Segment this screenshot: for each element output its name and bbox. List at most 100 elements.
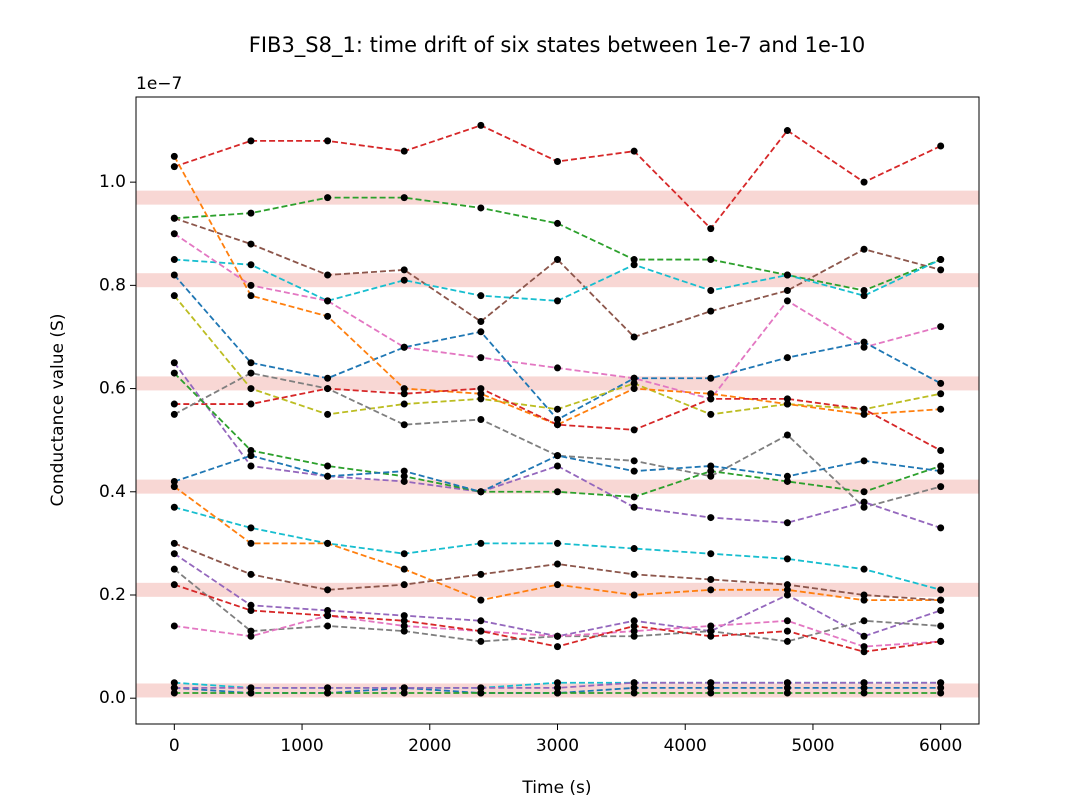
data-point (247, 684, 255, 692)
data-point (247, 462, 255, 470)
x-tick-label: 2000 (408, 736, 451, 756)
data-point (554, 684, 561, 692)
data-point (860, 689, 868, 697)
data-point (324, 312, 332, 320)
series-line (173, 155, 941, 426)
data-point (170, 152, 178, 160)
data-point (707, 622, 715, 630)
data-point (937, 622, 945, 630)
data-point (324, 410, 332, 418)
data-point (707, 467, 715, 475)
data-point (400, 400, 408, 408)
target-band (136, 582, 979, 597)
data-point (860, 405, 868, 413)
data-point (707, 586, 715, 594)
data-point (783, 127, 791, 135)
data-point (247, 539, 255, 547)
data-point (707, 684, 715, 692)
data-point (783, 637, 791, 645)
data-point (477, 121, 485, 129)
data-point (554, 560, 561, 568)
data-point (783, 472, 791, 480)
data-point (860, 503, 868, 511)
y-tick-label: 0.0 (99, 688, 126, 708)
x-tick-label: 3000 (536, 736, 579, 756)
y-tick-label: 0.4 (99, 482, 126, 502)
data-point (247, 601, 255, 609)
data-point (783, 354, 791, 362)
series-line (174, 506, 941, 591)
data-point (554, 488, 561, 496)
target-band (136, 479, 979, 494)
y-tick-label: 0.6 (99, 379, 126, 399)
data-point (630, 374, 638, 382)
data-point (400, 581, 408, 589)
data-point (707, 410, 715, 418)
data-point (554, 219, 561, 227)
data-point (937, 679, 945, 687)
data-point (783, 679, 791, 687)
data-point (707, 390, 715, 398)
data-point (477, 689, 485, 697)
data-point (400, 550, 408, 558)
data-point (400, 343, 408, 351)
data-point (783, 519, 791, 527)
series-line (174, 258, 942, 302)
data-point (630, 545, 638, 553)
data-point (477, 354, 485, 362)
data-point (247, 261, 255, 269)
data-point (860, 648, 868, 656)
data-point (324, 539, 332, 547)
data-point (707, 689, 715, 697)
data-point (860, 457, 868, 465)
data-point (170, 256, 178, 264)
data-point (324, 462, 332, 470)
y-tick-label: 0.8 (99, 275, 126, 295)
data-point (477, 488, 485, 496)
data-point (937, 256, 945, 264)
data-point (170, 539, 178, 547)
data-point (170, 622, 178, 630)
data-point (630, 617, 638, 625)
data-point (400, 147, 408, 155)
data-point (860, 245, 868, 253)
data-point (630, 503, 638, 511)
data-point (170, 271, 178, 279)
data-point (247, 627, 255, 635)
data-point (783, 586, 791, 594)
data-point (477, 539, 485, 547)
data-point (707, 550, 715, 558)
x-tick-label: 6000 (919, 736, 962, 756)
data-point (707, 632, 715, 640)
data-point (554, 416, 561, 424)
target-band (136, 190, 979, 205)
series-line (173, 362, 941, 529)
data-point (783, 477, 791, 485)
data-point (247, 359, 255, 367)
data-point (554, 158, 561, 166)
data-point (783, 689, 791, 697)
data-point (170, 359, 178, 367)
chart-title: FIB3_S8_1: time drift of six states betw… (249, 33, 865, 58)
data-point (707, 225, 715, 233)
data-point (860, 488, 868, 496)
data-point (477, 328, 485, 336)
data-point (170, 214, 178, 222)
data-point (400, 477, 408, 485)
data-point (937, 462, 945, 470)
data-point (783, 617, 791, 625)
y-offset-label: 1e−7 (136, 74, 182, 94)
data-point (707, 462, 715, 470)
x-tick-label: 0 (169, 736, 180, 756)
data-point (400, 390, 408, 398)
data-point (554, 689, 561, 697)
data-point (937, 689, 945, 697)
series-line (173, 295, 941, 416)
data-point (477, 292, 485, 300)
data-point (630, 684, 638, 692)
data-point (707, 514, 715, 522)
series-line (174, 387, 942, 452)
x-tick-label: 5000 (791, 736, 834, 756)
data-point (937, 524, 945, 532)
data-point (247, 606, 255, 614)
